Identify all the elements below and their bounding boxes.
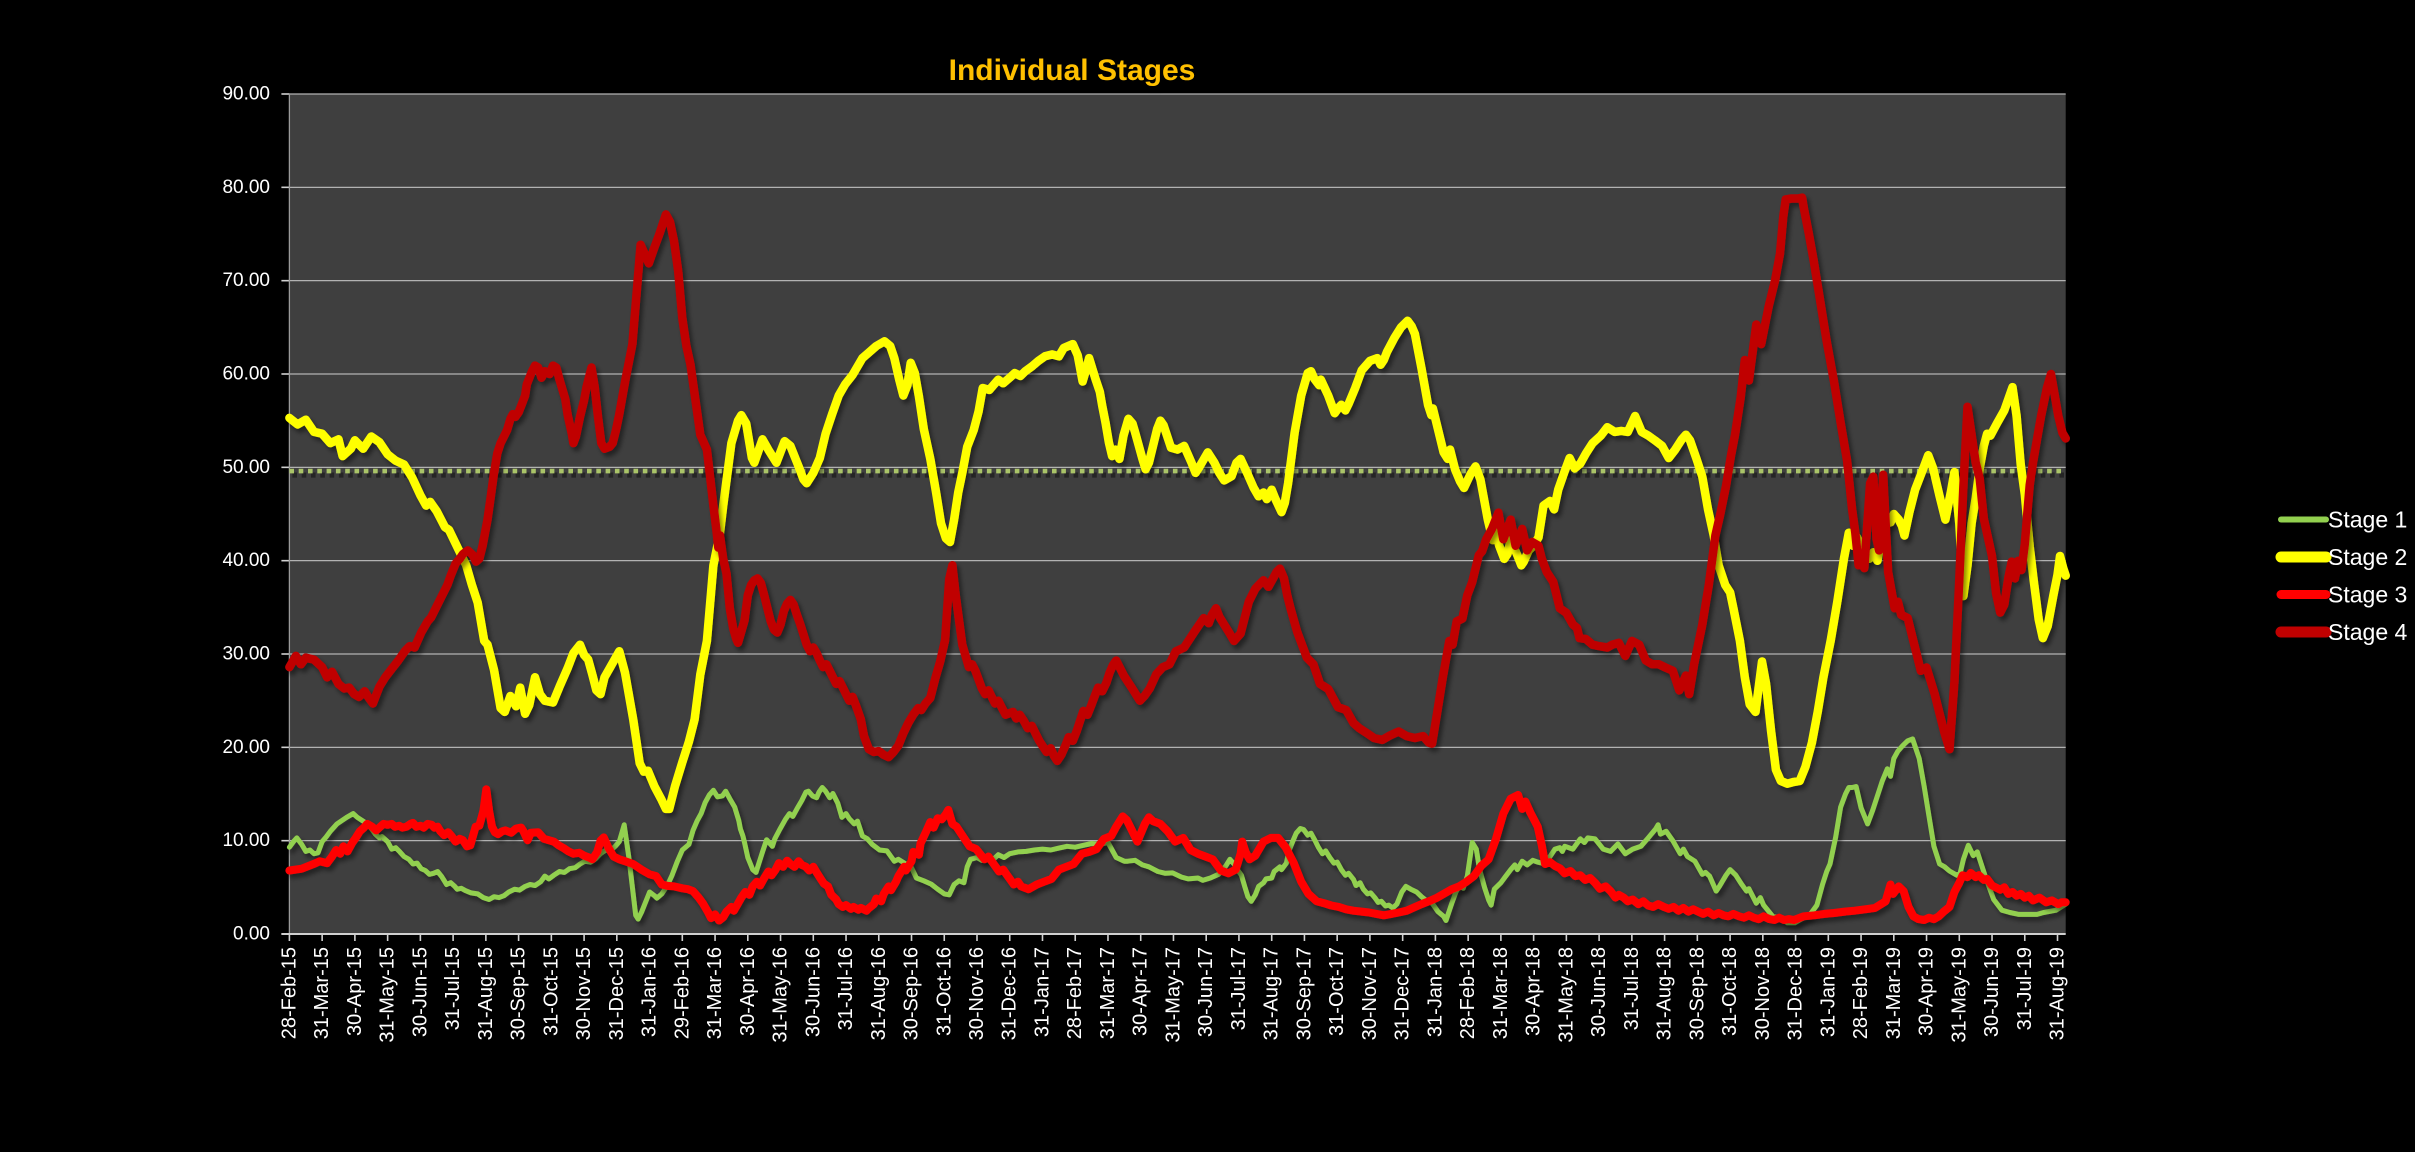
svg-text:70.00: 70.00 [222, 270, 270, 291]
svg-text:40.00: 40.00 [222, 550, 270, 571]
svg-text:31-Jul-15: 31-Jul-15 [442, 947, 464, 1030]
svg-text:0.00: 0.00 [233, 924, 270, 945]
svg-text:31-Jul-16: 31-Jul-16 [835, 947, 857, 1030]
svg-text:28-Feb-18: 28-Feb-18 [1457, 947, 1479, 1039]
svg-text:31-Jul-18: 31-Jul-18 [1621, 947, 1643, 1030]
svg-text:31-Jul-19: 31-Jul-19 [2014, 947, 2036, 1030]
svg-text:10.00: 10.00 [222, 830, 270, 851]
svg-text:20.00: 20.00 [222, 737, 270, 758]
svg-text:30.00: 30.00 [222, 644, 270, 665]
svg-text:31-Jul-17: 31-Jul-17 [1228, 947, 1250, 1030]
svg-text:30-Jun-17: 30-Jun-17 [1195, 947, 1217, 1037]
svg-text:31-May-18: 31-May-18 [1555, 947, 1577, 1043]
svg-text:30-Jun-18: 30-Jun-18 [1588, 947, 1610, 1037]
svg-text:31-Aug-15: 31-Aug-15 [475, 947, 497, 1040]
svg-text:30-Sep-16: 30-Sep-16 [901, 947, 923, 1040]
svg-text:30-Nov-16: 30-Nov-16 [966, 947, 988, 1040]
svg-text:31-Mar-16: 31-Mar-16 [704, 947, 726, 1039]
svg-text:30-Nov-17: 30-Nov-17 [1359, 947, 1381, 1040]
svg-text:28-Feb-17: 28-Feb-17 [1064, 947, 1086, 1039]
svg-text:30-Nov-18: 30-Nov-18 [1752, 947, 1774, 1040]
svg-text:30-Apr-15: 30-Apr-15 [344, 947, 366, 1036]
svg-text:31-Aug-16: 31-Aug-16 [868, 947, 890, 1040]
svg-text:31-Oct-15: 31-Oct-15 [540, 947, 562, 1036]
svg-text:31-Mar-17: 31-Mar-17 [1097, 947, 1119, 1039]
svg-text:30-Apr-18: 30-Apr-18 [1523, 947, 1545, 1036]
svg-text:31-Jan-19: 31-Jan-19 [1817, 947, 1839, 1037]
svg-text:31-Oct-18: 31-Oct-18 [1719, 947, 1741, 1036]
svg-text:30-Nov-15: 30-Nov-15 [573, 947, 595, 1040]
svg-text:Stage 2: Stage 2 [2328, 544, 2407, 570]
svg-text:30-Apr-19: 30-Apr-19 [1916, 947, 1938, 1036]
svg-text:31-Oct-16: 31-Oct-16 [933, 947, 955, 1036]
svg-text:31-Jan-17: 31-Jan-17 [1032, 947, 1054, 1037]
svg-text:Stage 1: Stage 1 [2328, 507, 2407, 533]
svg-text:31-Aug-18: 31-Aug-18 [1654, 947, 1676, 1040]
svg-text:30-Sep-17: 30-Sep-17 [1293, 947, 1315, 1040]
svg-text:30-Jun-16: 30-Jun-16 [802, 947, 824, 1037]
svg-text:30-Sep-18: 30-Sep-18 [1686, 947, 1708, 1040]
svg-text:31-Mar-18: 31-Mar-18 [1490, 947, 1512, 1039]
svg-text:31-Mar-19: 31-Mar-19 [1883, 947, 1905, 1039]
svg-text:Individual Stages: Individual Stages [949, 54, 1196, 87]
svg-text:31-Dec-16: 31-Dec-16 [999, 947, 1021, 1040]
svg-text:80.00: 80.00 [222, 177, 270, 198]
svg-text:31-May-15: 31-May-15 [377, 947, 399, 1043]
svg-text:90.00: 90.00 [222, 84, 270, 105]
svg-text:Stage 4: Stage 4 [2328, 619, 2407, 645]
svg-text:60.00: 60.00 [222, 364, 270, 385]
svg-text:31-Jan-16: 31-Jan-16 [639, 947, 661, 1037]
svg-text:30-Jun-15: 30-Jun-15 [409, 947, 431, 1037]
svg-text:31-Dec-17: 31-Dec-17 [1392, 947, 1414, 1040]
svg-text:31-May-16: 31-May-16 [770, 947, 792, 1043]
svg-text:31-Mar-15: 31-Mar-15 [311, 947, 333, 1039]
svg-text:31-Aug-19: 31-Aug-19 [2047, 947, 2069, 1040]
svg-text:31-Oct-17: 31-Oct-17 [1326, 947, 1348, 1036]
svg-text:31-May-17: 31-May-17 [1163, 947, 1185, 1043]
svg-text:30-Apr-16: 30-Apr-16 [737, 947, 759, 1036]
svg-text:31-Dec-15: 31-Dec-15 [606, 947, 628, 1040]
svg-text:Stage 3: Stage 3 [2328, 582, 2407, 608]
svg-text:28-Feb-19: 28-Feb-19 [1850, 947, 1872, 1039]
svg-text:31-Jan-18: 31-Jan-18 [1424, 947, 1446, 1037]
svg-text:50.00: 50.00 [222, 457, 270, 478]
svg-text:31-Aug-17: 31-Aug-17 [1261, 947, 1283, 1040]
svg-text:28-Feb-15: 28-Feb-15 [278, 947, 300, 1039]
svg-text:30-Jun-19: 30-Jun-19 [1981, 947, 2003, 1037]
svg-text:31-Dec-18: 31-Dec-18 [1785, 947, 1807, 1040]
svg-text:30-Sep-15: 30-Sep-15 [508, 947, 530, 1040]
svg-text:31-May-19: 31-May-19 [1948, 947, 1970, 1043]
svg-text:29-Feb-16: 29-Feb-16 [671, 947, 693, 1039]
svg-text:30-Apr-17: 30-Apr-17 [1130, 947, 1152, 1036]
